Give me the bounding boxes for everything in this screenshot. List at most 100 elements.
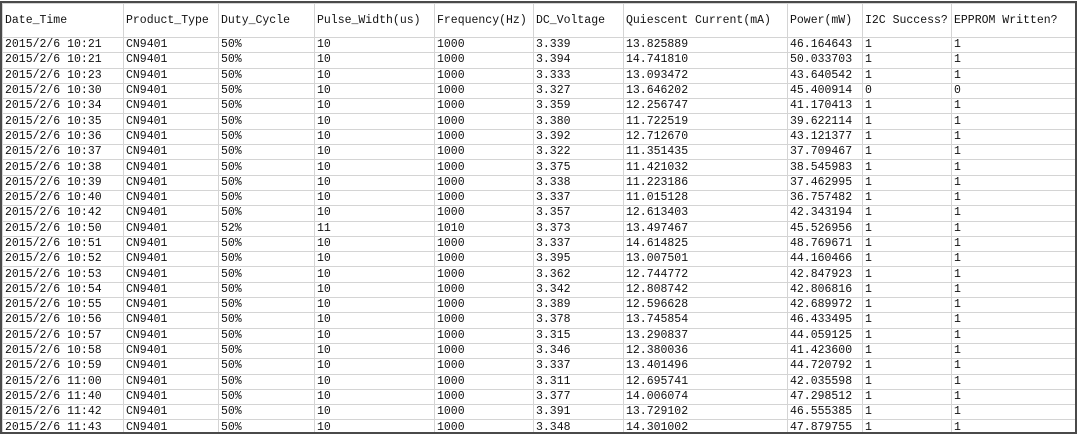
cell-i2c-success[interactable]: 0 <box>862 82 952 100</box>
cell-duty-cycle[interactable]: 50% <box>218 159 315 176</box>
cell-product-type[interactable]: CN9401 <box>123 266 219 283</box>
column-header-power[interactable]: Power(mW) <box>787 3 863 38</box>
cell-pulse-width[interactable]: 10 <box>314 342 435 360</box>
cell-i2c-success[interactable]: 1 <box>862 113 952 130</box>
cell-power[interactable]: 45.526956 <box>787 220 863 237</box>
cell-epprom-written[interactable]: 1 <box>951 404 1075 421</box>
cell-date-time[interactable]: 2015/2/6 10:35 <box>2 113 124 130</box>
cell-epprom-written[interactable]: 1 <box>951 327 1075 344</box>
cell-epprom-written[interactable]: 1 <box>951 342 1075 360</box>
cell-i2c-success[interactable]: 1 <box>862 312 952 329</box>
cell-date-time[interactable]: 2015/2/6 10:42 <box>2 205 124 222</box>
cell-epprom-written[interactable]: 1 <box>951 358 1075 375</box>
cell-duty-cycle[interactable]: 50% <box>218 404 315 421</box>
cell-epprom-written[interactable]: 1 <box>951 281 1075 299</box>
cell-dc-voltage[interactable]: 3.392 <box>533 128 624 146</box>
cell-duty-cycle[interactable]: 50% <box>218 36 315 54</box>
cell-duty-cycle[interactable]: 50% <box>218 189 315 207</box>
cell-quiescent-current[interactable]: 12.808742 <box>623 281 788 299</box>
column-header-date-time[interactable]: Date_Time <box>2 3 124 38</box>
cell-product-type[interactable]: CN9401 <box>123 113 219 130</box>
cell-frequency[interactable]: 1000 <box>434 404 534 421</box>
cell-date-time[interactable]: 2015/2/6 10:50 <box>2 220 124 237</box>
cell-power[interactable]: 37.709467 <box>787 144 863 161</box>
cell-dc-voltage[interactable]: 3.327 <box>533 82 624 100</box>
cell-power[interactable]: 41.170413 <box>787 98 863 115</box>
cell-power[interactable]: 42.035598 <box>787 373 863 390</box>
cell-dc-voltage[interactable]: 3.322 <box>533 144 624 161</box>
cell-frequency[interactable]: 1000 <box>434 113 534 130</box>
cell-i2c-success[interactable]: 1 <box>862 342 952 360</box>
cell-quiescent-current[interactable]: 12.712670 <box>623 128 788 146</box>
cell-epprom-written[interactable]: 1 <box>951 98 1075 115</box>
cell-dc-voltage[interactable]: 3.380 <box>533 113 624 130</box>
cell-product-type[interactable]: CN9401 <box>123 159 219 176</box>
cell-epprom-written[interactable]: 1 <box>951 174 1075 191</box>
cell-power[interactable]: 42.689972 <box>787 297 863 314</box>
cell-i2c-success[interactable]: 1 <box>862 297 952 314</box>
cell-product-type[interactable]: CN9401 <box>123 235 219 253</box>
cell-frequency[interactable]: 1000 <box>434 128 534 146</box>
cell-duty-cycle[interactable]: 50% <box>218 174 315 191</box>
cell-date-time[interactable]: 2015/2/6 11:00 <box>2 373 124 390</box>
cell-epprom-written[interactable]: 0 <box>951 82 1075 100</box>
cell-i2c-success[interactable]: 1 <box>862 128 952 146</box>
cell-frequency[interactable]: 1000 <box>434 98 534 115</box>
cell-dc-voltage[interactable]: 3.362 <box>533 266 624 283</box>
cell-frequency[interactable]: 1000 <box>434 235 534 253</box>
cell-date-time[interactable]: 2015/2/6 10:34 <box>2 98 124 115</box>
cell-product-type[interactable]: CN9401 <box>123 98 219 115</box>
cell-product-type[interactable]: CN9401 <box>123 327 219 344</box>
cell-dc-voltage[interactable]: 3.337 <box>533 358 624 375</box>
cell-power[interactable]: 43.640542 <box>787 67 863 84</box>
cell-epprom-written[interactable]: 1 <box>951 67 1075 84</box>
cell-duty-cycle[interactable]: 50% <box>218 67 315 84</box>
cell-date-time[interactable]: 2015/2/6 11:43 <box>2 419 124 432</box>
cell-epprom-written[interactable]: 1 <box>951 251 1075 268</box>
cell-duty-cycle[interactable]: 50% <box>218 235 315 253</box>
cell-quiescent-current[interactable]: 14.614825 <box>623 235 788 253</box>
cell-i2c-success[interactable]: 1 <box>862 327 952 344</box>
cell-frequency[interactable]: 1000 <box>434 327 534 344</box>
cell-product-type[interactable]: CN9401 <box>123 205 219 222</box>
cell-pulse-width[interactable]: 10 <box>314 388 435 406</box>
cell-power[interactable]: 37.462995 <box>787 174 863 191</box>
cell-pulse-width[interactable]: 10 <box>314 419 435 432</box>
cell-frequency[interactable]: 1000 <box>434 281 534 299</box>
cell-dc-voltage[interactable]: 3.389 <box>533 297 624 314</box>
cell-dc-voltage[interactable]: 3.337 <box>533 189 624 207</box>
cell-frequency[interactable]: 1000 <box>434 205 534 222</box>
cell-duty-cycle[interactable]: 50% <box>218 113 315 130</box>
cell-power[interactable]: 46.164643 <box>787 36 863 54</box>
cell-frequency[interactable]: 1000 <box>434 82 534 100</box>
cell-pulse-width[interactable]: 10 <box>314 251 435 268</box>
cell-dc-voltage[interactable]: 3.346 <box>533 342 624 360</box>
cell-pulse-width[interactable]: 10 <box>314 174 435 191</box>
column-header-duty-cycle[interactable]: Duty_Cycle <box>218 3 315 38</box>
cell-i2c-success[interactable]: 1 <box>862 52 952 69</box>
cell-i2c-success[interactable]: 1 <box>862 404 952 421</box>
cell-frequency[interactable]: 1000 <box>434 67 534 84</box>
cell-product-type[interactable]: CN9401 <box>123 36 219 54</box>
cell-power[interactable]: 44.720792 <box>787 358 863 375</box>
cell-frequency[interactable]: 1000 <box>434 342 534 360</box>
cell-pulse-width[interactable]: 10 <box>314 82 435 100</box>
cell-pulse-width[interactable]: 10 <box>314 281 435 299</box>
cell-date-time[interactable]: 2015/2/6 10:55 <box>2 297 124 314</box>
column-header-dc-voltage[interactable]: DC_Voltage <box>533 3 624 38</box>
cell-epprom-written[interactable]: 1 <box>951 113 1075 130</box>
cell-product-type[interactable]: CN9401 <box>123 144 219 161</box>
cell-quiescent-current[interactable]: 14.006074 <box>623 388 788 406</box>
cell-dc-voltage[interactable]: 3.333 <box>533 67 624 84</box>
cell-i2c-success[interactable]: 1 <box>862 373 952 390</box>
column-header-i2c-success[interactable]: I2C Success? <box>862 3 952 38</box>
cell-frequency[interactable]: 1000 <box>434 144 534 161</box>
cell-pulse-width[interactable]: 10 <box>314 36 435 54</box>
cell-frequency[interactable]: 1000 <box>434 189 534 207</box>
cell-product-type[interactable]: CN9401 <box>123 281 219 299</box>
cell-dc-voltage[interactable]: 3.338 <box>533 174 624 191</box>
cell-power[interactable]: 42.343194 <box>787 205 863 222</box>
cell-dc-voltage[interactable]: 3.373 <box>533 220 624 237</box>
cell-dc-voltage[interactable]: 3.359 <box>533 98 624 115</box>
cell-quiescent-current[interactable]: 13.646202 <box>623 82 788 100</box>
